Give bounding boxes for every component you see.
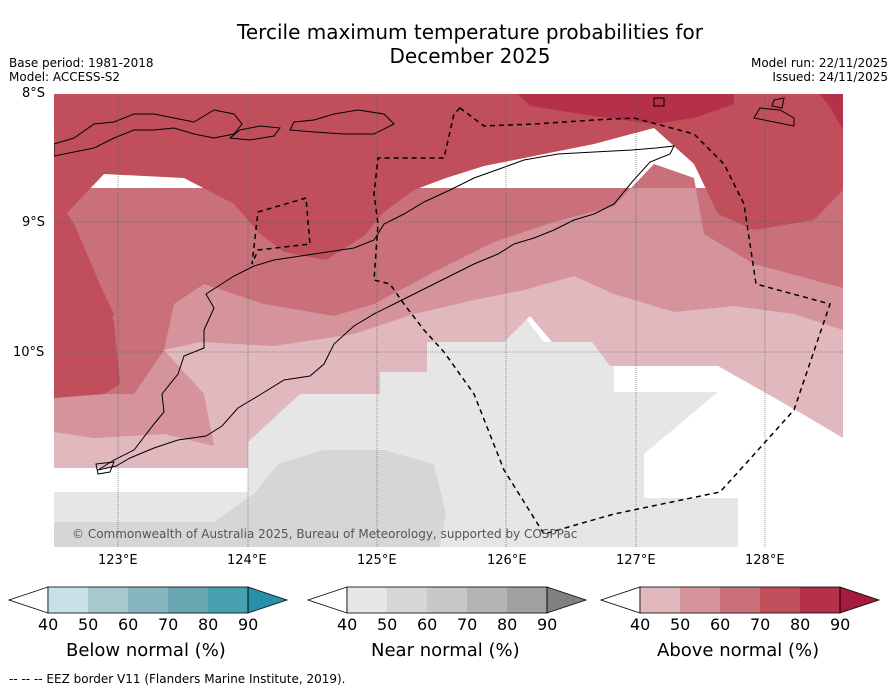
copyright-notice: © Commonwealth of Australia 2025, Bureau…	[72, 527, 577, 541]
colorbar-above	[600, 586, 881, 614]
above-extend-left	[600, 586, 641, 614]
near-frame	[346, 586, 548, 614]
below-extend-right	[247, 586, 289, 614]
model-name: Model: ACCESS-S2	[9, 70, 121, 84]
lon-label-124e: 124°E	[227, 553, 267, 568]
above-normal-label: Above normal (%)	[657, 640, 820, 661]
near-tick-90: 90	[537, 615, 558, 634]
base-period: Base period: 1981-2018	[9, 56, 154, 70]
near-normal-label: Near normal (%)	[371, 640, 520, 661]
lat-label-9s: 9°S	[22, 215, 46, 230]
above-tick-70: 70	[750, 615, 771, 634]
below-frame	[47, 586, 249, 614]
timor-island-outline	[97, 145, 675, 471]
near-tick-40: 40	[337, 615, 358, 634]
near-extend-left	[307, 586, 348, 614]
near-tick-60: 60	[417, 615, 438, 634]
above-tick-50: 50	[670, 615, 691, 634]
probability-map: © Commonwealth of Australia 2025, Bureau…	[54, 94, 843, 547]
near-swatch-50	[387, 587, 427, 613]
near-tick-80: 80	[497, 615, 518, 634]
below-swatch-70	[168, 587, 208, 613]
below-extend-left	[8, 586, 49, 614]
lon-label-128e: 128°E	[745, 553, 785, 568]
alor-island-outline	[228, 125, 281, 141]
near-tick-50: 50	[377, 615, 398, 634]
below-tick-50: 50	[78, 615, 99, 634]
near-swatch-60	[427, 587, 467, 613]
above-tick-80: 80	[790, 615, 811, 634]
wetar-island-outline	[289, 109, 395, 135]
near-tick-70: 70	[457, 615, 478, 634]
near-swatch-40	[347, 587, 387, 613]
small-island-1	[653, 97, 665, 107]
lon-label-125e: 125°E	[357, 553, 397, 568]
title-line-1: Tercile maximum temperature probabilitie…	[237, 20, 703, 44]
title-line-2: December 2025	[389, 44, 551, 68]
eez-border	[251, 107, 831, 535]
above-70-region	[54, 94, 843, 344]
above-frame	[639, 586, 841, 614]
colorbar-below	[8, 586, 289, 614]
above-swatch-60	[720, 587, 760, 613]
lat-label-10s: 10°S	[13, 345, 45, 360]
above-tick-60: 60	[710, 615, 731, 634]
meta-left: Base period: 1981-2018 Model: ACCESS-S2	[9, 56, 154, 84]
east-island-outline	[753, 107, 795, 127]
below-swatch-60	[128, 587, 168, 613]
model-run: Model run: 22/11/2025	[750, 56, 888, 70]
lon-label-127e: 127°E	[616, 553, 656, 568]
above-swatch-70	[760, 587, 800, 613]
near-extend-right	[546, 586, 588, 614]
below-swatch-50	[88, 587, 128, 613]
below-tick-90: 90	[238, 615, 259, 634]
eez-enclave	[251, 197, 311, 265]
north-islands-outline	[54, 109, 243, 157]
below-normal-label: Below normal (%)	[66, 640, 226, 661]
above-swatch-40	[640, 587, 680, 613]
lon-label-126e: 126°E	[487, 553, 527, 568]
colorbar-near	[307, 586, 588, 614]
above-tick-40: 40	[630, 615, 651, 634]
below-tick-60: 60	[118, 615, 139, 634]
roti-island-outline	[95, 461, 115, 475]
above-80-corner	[820, 94, 843, 130]
near-swatch-80	[507, 587, 547, 613]
meta-right: Model run: 22/11/2025 Issued: 24/11/2025	[751, 56, 888, 84]
above-extend-right	[839, 586, 881, 614]
above-tick-90: 90	[830, 615, 851, 634]
above-swatch-80	[800, 587, 840, 613]
graticule	[54, 94, 843, 547]
above-80-region	[518, 94, 734, 124]
issued-date: Issued: 24/11/2025	[772, 70, 888, 84]
lon-label-123e: 123°E	[98, 553, 138, 568]
lat-label-8s: 8°S	[22, 86, 46, 101]
below-tick-40: 40	[38, 615, 59, 634]
below-tick-80: 80	[198, 615, 219, 634]
below-swatches	[48, 587, 248, 613]
eez-legend-footer: -- -- -- EEZ border V11 (Flanders Marine…	[9, 672, 346, 686]
above-70-left-region	[54, 194, 120, 398]
above-swatch-50	[680, 587, 720, 613]
below-tick-70: 70	[158, 615, 179, 634]
below-swatch-40	[48, 587, 88, 613]
coastlines	[54, 97, 795, 475]
below-swatch-80	[208, 587, 248, 613]
near-40-region	[54, 316, 738, 547]
map-title: Tercile maximum temperature probabilitie…	[0, 20, 896, 68]
small-island-2	[771, 97, 785, 109]
near-swatch-70	[467, 587, 507, 613]
near-50-region	[54, 450, 446, 547]
